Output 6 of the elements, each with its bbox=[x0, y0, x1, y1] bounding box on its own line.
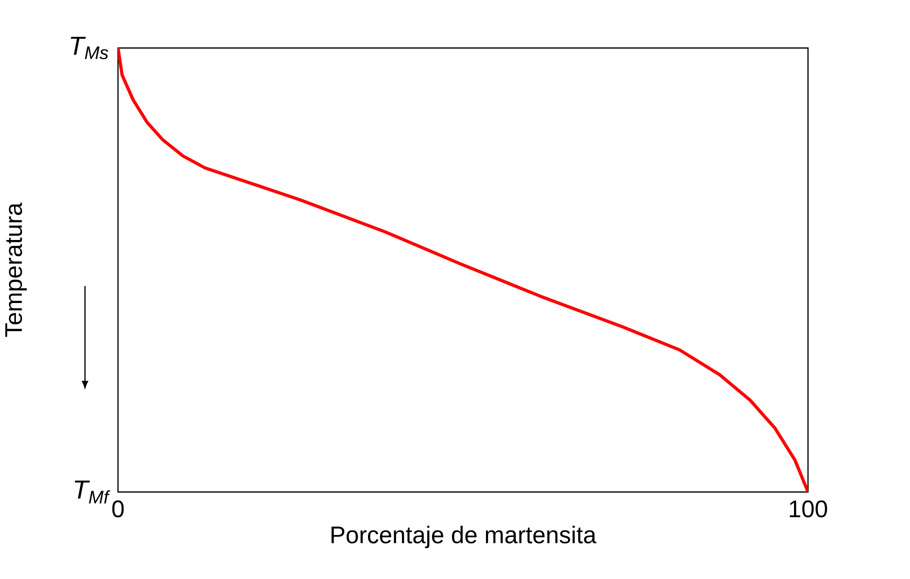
y-axis-title: Temperatura bbox=[5, 202, 27, 337]
text: T$_{Ms}$ bbox=[70, 36, 108, 60]
x-tick-label: 100 bbox=[790, 500, 828, 518]
x-axis-title: Porcentaje de martensita bbox=[332, 526, 596, 548]
text: T$_{Mf}$ bbox=[74, 480, 110, 504]
x-tick-label: 0 bbox=[112, 500, 124, 518]
